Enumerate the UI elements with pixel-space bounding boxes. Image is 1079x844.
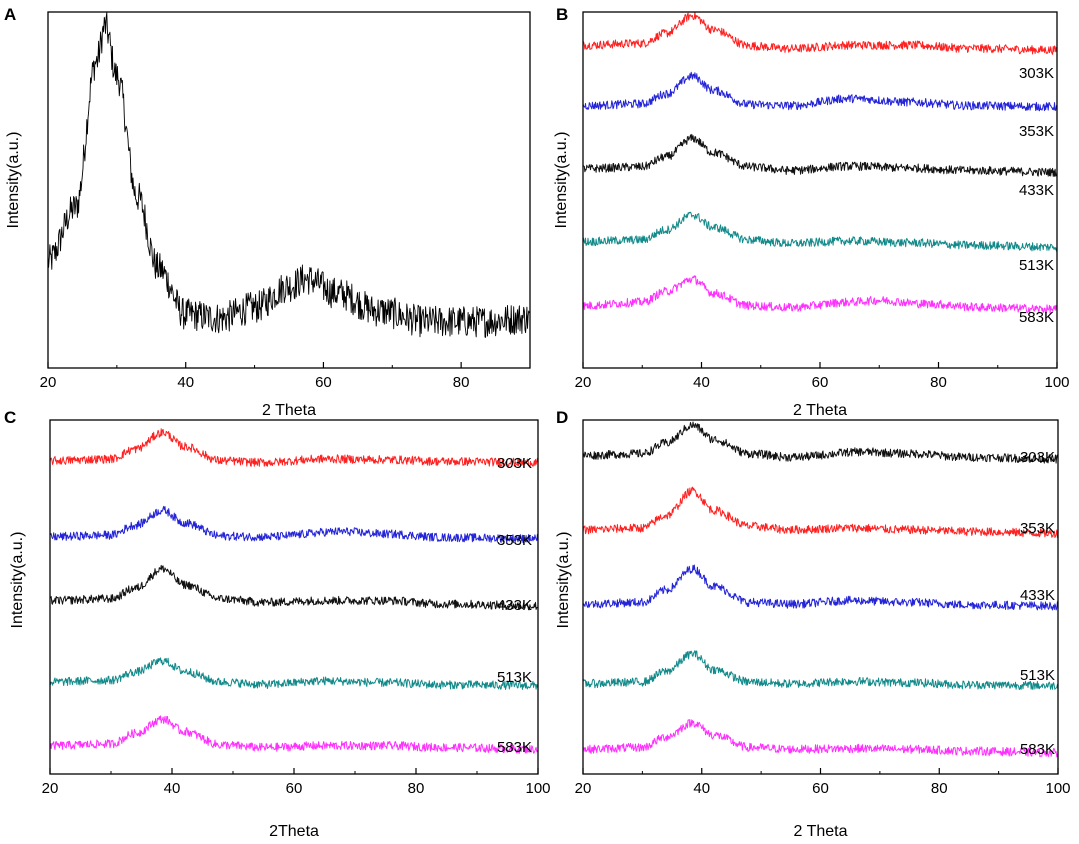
x-tick-label: 60 — [286, 780, 303, 797]
series-label: 583K — [497, 739, 532, 756]
series-line-353k — [582, 71, 1058, 112]
series-line-513k — [582, 650, 1059, 690]
x-axis-label: 2 Theta — [262, 402, 316, 419]
series-line-513k — [582, 211, 1058, 252]
x-tick-label: 60 — [315, 374, 332, 391]
series-line-583k — [49, 715, 539, 754]
series-label: 353K — [1019, 123, 1054, 140]
panel-c: 303K 353K 433K 513K 583K 20 40 60 80 100 2Theta Int… — [4, 408, 551, 840]
series-label: 513K — [497, 669, 532, 686]
series-label: 303K — [1020, 449, 1055, 466]
panel-b: 303K 353K 433K 513K 583K 20 40 60 80 100 2 Theta In… — [553, 5, 1070, 419]
series-label: 303K — [1019, 65, 1054, 82]
series-label: 433K — [1020, 587, 1055, 604]
x-tick-label: 40 — [164, 780, 181, 797]
x-tick-label: 20 — [40, 374, 57, 391]
x-tick-label: 60 — [812, 780, 829, 797]
series-label: 353K — [497, 532, 532, 549]
panel-d: 303K 353K 433K 513K 583K 20 40 60 80 100 2 Theta In… — [555, 408, 1071, 840]
series-label: 513K — [1020, 667, 1055, 684]
plot-frame — [49, 419, 539, 775]
y-axis-label: Intensity(a.u.) — [5, 132, 22, 229]
plot-frame — [47, 11, 531, 369]
panel-letter: A — [4, 5, 16, 24]
series-line-pattern — [47, 12, 531, 338]
x-tick-label: 80 — [408, 780, 425, 797]
panel-letter: C — [4, 408, 16, 427]
series-line-513k — [49, 657, 539, 690]
series-group — [582, 421, 1059, 758]
x-tick-label: 60 — [812, 374, 829, 391]
x-axis-label: 2 Theta — [794, 823, 848, 840]
series-line-303k — [582, 421, 1059, 464]
plot-frame — [582, 11, 1058, 369]
x-tick-label: 40 — [693, 780, 710, 797]
series-group — [47, 12, 531, 338]
series-line-433k — [49, 564, 539, 611]
x-tick-label: 80 — [453, 374, 470, 391]
x-tick-label: 100 — [1044, 374, 1069, 391]
x-tick-label: 40 — [693, 374, 710, 391]
series-label: 353K — [1020, 520, 1055, 537]
panel-a: 20 40 60 80 2 Theta Intensity(a.u.) A — [4, 5, 531, 419]
series-line-433k — [582, 564, 1059, 611]
series-line-583k — [582, 275, 1058, 314]
x-tick-label: 100 — [1045, 780, 1070, 797]
x-tick-label: 80 — [930, 374, 947, 391]
series-label: 583K — [1019, 309, 1054, 326]
x-tick-label: 40 — [177, 374, 194, 391]
x-tick-label: 100 — [525, 780, 550, 797]
x-tick-label: 20 — [575, 374, 592, 391]
series-group — [582, 11, 1058, 314]
y-axis-label: Intensity(a.u.) — [553, 132, 570, 229]
series-label: 583K — [1020, 741, 1055, 758]
series-line-433k — [582, 133, 1058, 177]
series-label: 513K — [1019, 257, 1054, 274]
series-line-303k — [49, 428, 539, 468]
series-line-583k — [582, 719, 1059, 758]
x-axis-label: 2Theta — [269, 823, 319, 840]
series-line-353k — [49, 505, 539, 544]
x-tick-label: 20 — [42, 780, 59, 797]
x-tick-label: 20 — [575, 780, 592, 797]
series-label: 303K — [497, 455, 532, 472]
series-line-353k — [582, 486, 1059, 538]
x-tick-label: 80 — [931, 780, 948, 797]
series-group — [49, 428, 539, 754]
y-axis-label: Intensity(a.u.) — [9, 532, 26, 629]
y-axis-label: Intensity(a.u.) — [555, 532, 572, 629]
x-axis-label: 2 Theta — [793, 402, 847, 419]
panel-letter: D — [556, 408, 568, 427]
series-label: 433K — [1019, 182, 1054, 199]
series-line-303k — [582, 11, 1058, 55]
panel-letter: B — [556, 5, 568, 24]
series-label: 433K — [497, 597, 532, 614]
